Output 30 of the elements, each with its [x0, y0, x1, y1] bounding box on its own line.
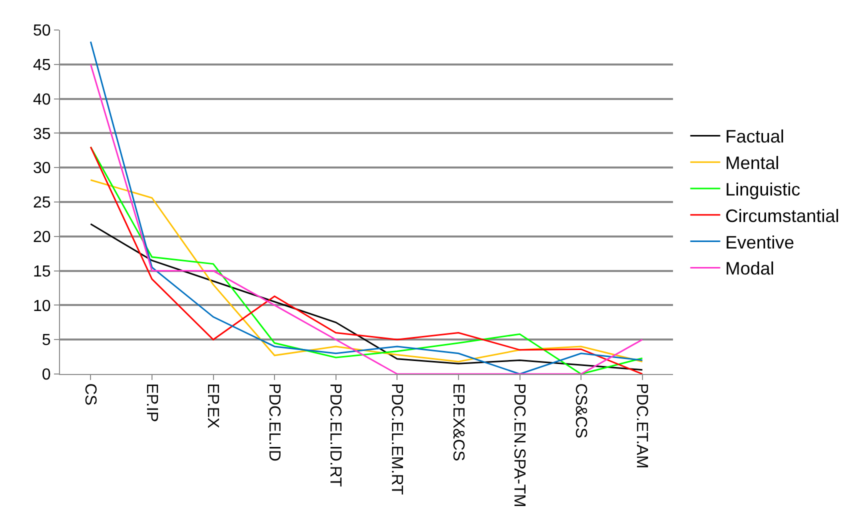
y-tick-label: 35 [33, 126, 51, 143]
y-tick-label: 45 [33, 57, 51, 74]
x-tick-label: EP.EX&CS [449, 383, 466, 462]
x-tick-label: CS [81, 383, 98, 406]
x-tick-label: PDC.EL.ID.RT [326, 383, 344, 488]
x-tick-label: EP.IP [142, 383, 160, 422]
x-tick-label: PDC.EN.SPA-TM [510, 383, 528, 508]
y-tick-label: 30 [33, 160, 51, 178]
y-tick-label: 10 [33, 298, 51, 315]
line-series [90, 179, 644, 362]
y-tick-label: 50 [33, 22, 51, 40]
x-tick-label: PDC.EL.ID [265, 383, 282, 462]
x-tick-label: PDC.EL.EM.RT [388, 383, 405, 496]
x-tick-label: EP.EX [204, 383, 222, 429]
y-tick-label: 25 [33, 194, 51, 212]
y-tick-label: 0 [42, 366, 51, 384]
y-tick-label: 20 [33, 229, 51, 246]
legend-label: Linguistic [725, 180, 800, 200]
x-tick-label: PDC.ET.AM [633, 383, 650, 469]
legend-label: Factual [725, 126, 784, 147]
line-series [90, 146, 644, 374]
y-tick-label: 15 [33, 263, 51, 280]
x-tick-label: CS&CS [572, 383, 589, 438]
y-tick-label: 40 [33, 91, 51, 108]
legend-label: Eventive [725, 232, 794, 252]
legend-label: Mental [725, 153, 780, 174]
legend-label: Modal [725, 258, 774, 279]
line-series [90, 223, 644, 371]
legend-label: Circumstantial [725, 206, 840, 226]
y-tick-label: 5 [42, 332, 51, 350]
